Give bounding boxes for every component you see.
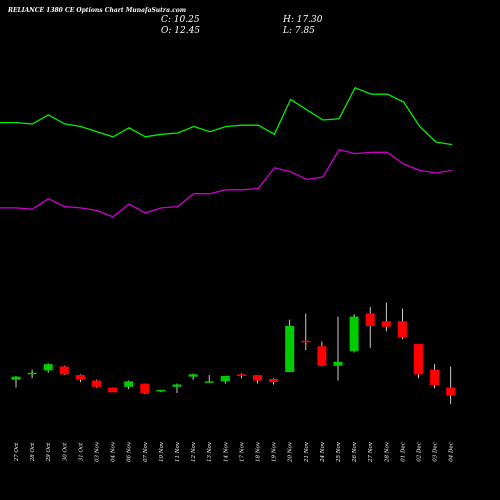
- candle-down: [59, 366, 69, 375]
- candle-down: [381, 321, 391, 327]
- candle-down: [92, 380, 101, 387]
- candle-down: [236, 374, 246, 376]
- upper-indicator-line: [0, 86, 453, 146]
- x-tick-label: 06 Nov: [127, 441, 133, 462]
- candle-down: [253, 375, 262, 381]
- x-tick-label: 28 Nov: [384, 441, 390, 463]
- candle-up: [172, 384, 182, 387]
- indicator-lines: [0, 86, 453, 218]
- x-tick-label: 24 Nov: [320, 441, 326, 463]
- x-tick-label: 13 Nov: [207, 441, 213, 462]
- x-tick-label: 14 Nov: [223, 441, 229, 462]
- x-tick-label: 12 Nov: [191, 441, 197, 462]
- candle-down: [108, 387, 118, 393]
- candle-up: [156, 389, 166, 392]
- x-tick-label: 04 Dec: [449, 442, 455, 462]
- open-value: O: 12.45: [161, 26, 200, 36]
- x-tick-label: 30 Oct: [62, 442, 68, 461]
- x-axis-ticks: 27 Oct 28 Oct 29 Oct 30 Oct 31 Oct 03 Nov 04 N…: [14, 441, 455, 463]
- x-tick-label: 29 Oct: [46, 442, 52, 462]
- x-tick-label: 02 Dec: [417, 442, 423, 462]
- close-value: C: 10.25: [161, 15, 200, 25]
- chart-title: RELIANCE 1380 CE Options Chart MunafaSut…: [7, 7, 186, 14]
- candle-down: [414, 343, 423, 375]
- x-tick-label: 03 Nov: [95, 441, 101, 462]
- candle-up: [285, 325, 295, 372]
- candle-down: [446, 387, 456, 396]
- x-tick-label: 27 Nov: [368, 441, 374, 463]
- candle-down: [397, 321, 407, 338]
- candle-up: [124, 381, 134, 387]
- x-tick-label: 03 Dec: [433, 442, 439, 462]
- x-tick-label: 27 Oct: [14, 442, 20, 462]
- candle-up: [188, 374, 198, 377]
- x-tick-label: 17 Nov: [239, 441, 245, 462]
- candle-up: [43, 364, 53, 371]
- x-tick-label: 31 Oct: [78, 442, 84, 461]
- candle-up: [27, 372, 37, 375]
- x-tick-label: 26 Nov: [352, 441, 358, 463]
- candle-down: [365, 313, 375, 326]
- x-tick-label: 11 Nov: [175, 441, 181, 462]
- x-tick-label: 01 Dec: [400, 442, 406, 462]
- lower-indicator-line: [0, 149, 453, 218]
- candle-down: [430, 369, 440, 386]
- x-tick-label: 19 Nov: [272, 441, 278, 462]
- candle-down: [301, 340, 311, 343]
- candle-up: [11, 376, 21, 380]
- x-tick-label: 18 Nov: [256, 441, 262, 462]
- candle-down: [269, 379, 279, 383]
- x-tick-label: 10 Nov: [159, 441, 165, 462]
- x-tick-label: 04 Nov: [111, 441, 117, 462]
- candle-down: [140, 383, 150, 394]
- x-tick-label: 28 Oct: [30, 442, 36, 462]
- high-value: H: 17.30: [282, 15, 323, 25]
- low-value: L: 7.85: [282, 26, 315, 36]
- candle-up: [333, 361, 343, 366]
- candle-up: [349, 316, 359, 351]
- x-tick-label: 25 Nov: [336, 441, 342, 463]
- candle-up: [204, 381, 214, 383]
- x-tick-label: 07 Nov: [143, 441, 149, 462]
- candles-group: [11, 302, 456, 404]
- candle-down: [75, 375, 85, 380]
- candle-up: [220, 375, 230, 382]
- x-tick-label: 21 Nov: [304, 441, 310, 463]
- x-tick-label: 20 Nov: [288, 441, 294, 463]
- candle-down: [317, 346, 327, 366]
